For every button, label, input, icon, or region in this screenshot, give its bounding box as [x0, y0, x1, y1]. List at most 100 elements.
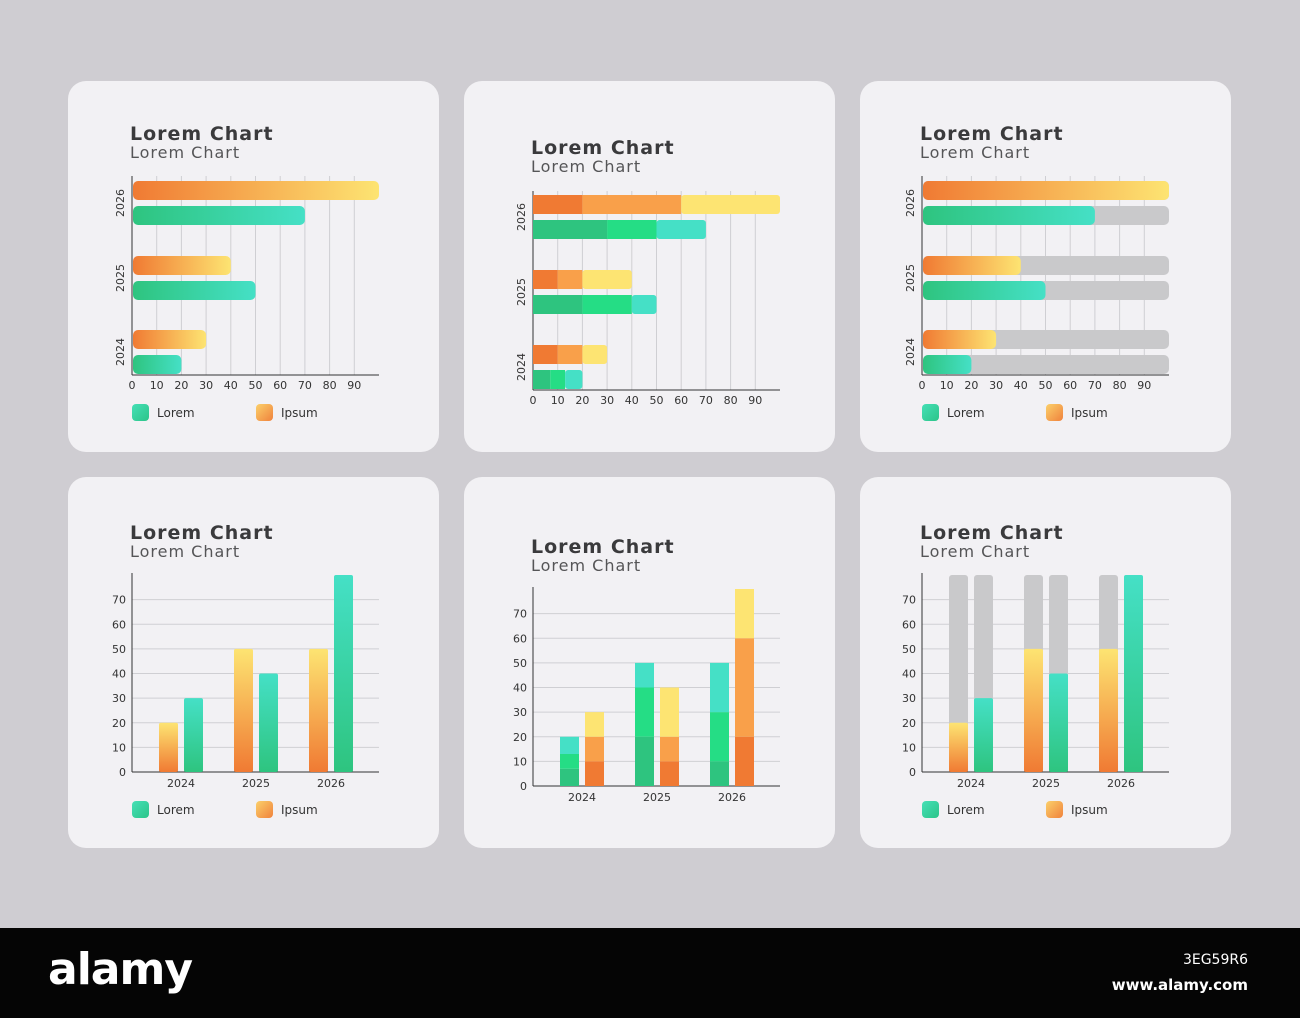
- y-tick-label: 10: [112, 741, 126, 754]
- x-tick-label: 20: [174, 379, 188, 392]
- legend-label-lorem: Lorem: [947, 802, 985, 817]
- bar-segment-ipsum: [735, 638, 754, 737]
- bar-segment-ipsum: [660, 761, 679, 786]
- bar-segment-lorem: [533, 220, 608, 239]
- bar-lorem: [184, 698, 203, 772]
- x-tick-label: 20: [964, 379, 978, 392]
- legend-label-ipsum: Ipsum: [281, 802, 318, 817]
- chart-title: Lorem Chart: [531, 536, 675, 558]
- bar-lorem: [1124, 575, 1143, 772]
- y-tick-label: 0: [520, 780, 527, 793]
- y-category-label: 2024: [904, 338, 917, 366]
- legend-swatch-lorem: [922, 404, 939, 421]
- x-category-label: 2024: [568, 791, 596, 804]
- legend-ipsum: Ipsum: [256, 801, 318, 818]
- x-tick-label: 30: [600, 394, 614, 407]
- bar-segment-ipsum: [660, 687, 679, 737]
- watermark-footer: alamy 3EG59R6 www.alamy.com: [0, 928, 1300, 1018]
- chart-title: Lorem Chart: [920, 522, 1064, 544]
- x-tick-label: 70: [1088, 379, 1102, 392]
- bar-segment-ipsum: [582, 345, 608, 364]
- legend-lorem: Lorem: [922, 404, 985, 421]
- bar-ipsum: [234, 648, 253, 772]
- x-tick-label: 90: [347, 379, 361, 392]
- legend-label-ipsum: Ipsum: [1071, 802, 1108, 817]
- legend-label-lorem: Lorem: [157, 405, 195, 420]
- chart-subtitle: Lorem Chart: [130, 542, 241, 561]
- bar-segment-lorem: [560, 736, 579, 754]
- chart-card-1: Lorem Chart Lorem Chart 0 10 20 30 40 50 60 70 8…: [68, 81, 439, 452]
- bar-segment-lorem: [710, 662, 729, 713]
- chart-subtitle: Lorem Chart: [130, 143, 241, 162]
- chart-subtitle: Lorem Chart: [920, 542, 1031, 561]
- x-category-label: 2026: [317, 777, 345, 790]
- x-tick-label: 40: [224, 379, 238, 392]
- y-tick-label: 0: [119, 766, 126, 779]
- bar-segment-ipsum: [582, 270, 632, 289]
- bar-lorem: [133, 355, 182, 374]
- y-tick-label: 20: [902, 717, 916, 730]
- stacked-horizontal-bar-chart: 0 10 20 30 40 50 60 70 80 90 2024 2025 2026: [515, 191, 780, 407]
- x-tick-label: 0: [129, 379, 136, 392]
- bar-ipsum: [923, 330, 997, 349]
- bar-segment-ipsum: [681, 195, 780, 214]
- chart-subtitle: Lorem Chart: [531, 556, 642, 575]
- bar-segment-ipsum: [735, 589, 754, 639]
- y-category-label: 2025: [515, 278, 528, 306]
- chart-title: Lorem Chart: [920, 123, 1064, 145]
- y-tick-label: 70: [513, 608, 527, 621]
- x-tick-label: 10: [940, 379, 954, 392]
- legend-lorem: Lorem: [132, 801, 195, 818]
- y-tick-label: 10: [513, 755, 527, 768]
- bar-segment-lorem: [607, 220, 657, 239]
- legend-ipsum: Ipsum: [1046, 404, 1108, 421]
- x-tick-label: 40: [1014, 379, 1028, 392]
- bar-ipsum: [1024, 648, 1043, 772]
- x-tick-label: 20: [575, 394, 589, 407]
- bar-lorem: [923, 206, 1095, 225]
- vertical-bar-chart: 0 10 20 30 40 50 60 70 2024 2025 2026: [112, 573, 379, 790]
- x-tick-label: 50: [650, 394, 664, 407]
- y-tick-label: 10: [902, 741, 916, 754]
- y-category-label: 2024: [114, 338, 127, 366]
- bar-ipsum: [133, 256, 231, 275]
- y-tick-label: 50: [902, 643, 916, 656]
- bar-segment-lorem: [635, 736, 654, 786]
- bar-ipsum: [159, 722, 178, 772]
- bar-lorem: [974, 698, 993, 772]
- legend-swatch-lorem: [132, 404, 149, 421]
- legend-label-lorem: Lorem: [947, 405, 985, 420]
- x-tick-label: 10: [150, 379, 164, 392]
- x-category-label: 2024: [957, 777, 985, 790]
- bar-ipsum: [923, 181, 1169, 200]
- legend-ipsum: Ipsum: [1046, 801, 1108, 818]
- x-tick-label: 60: [1063, 379, 1077, 392]
- chart-title: Lorem Chart: [130, 522, 274, 544]
- x-tick-label: 50: [1039, 379, 1053, 392]
- legend-lorem: Lorem: [132, 404, 195, 421]
- y-tick-label: 30: [513, 706, 527, 719]
- y-tick-label: 60: [513, 632, 527, 645]
- x-tick-label: 40: [625, 394, 639, 407]
- y-tick-label: 60: [112, 618, 126, 631]
- bar-segment-lorem: [635, 662, 654, 688]
- x-category-label: 2026: [718, 791, 746, 804]
- legend-swatch-ipsum: [1046, 801, 1063, 818]
- x-category-label: 2024: [167, 777, 195, 790]
- bar-lorem: [923, 281, 1046, 300]
- bar-segment-ipsum: [660, 736, 679, 762]
- y-tick-label: 30: [112, 692, 126, 705]
- bar-segment-ipsum: [582, 195, 682, 214]
- chart-card-5: Lorem Chart Lorem Chart 0 10 20 30 40 50 60 70 2…: [464, 477, 835, 848]
- y-category-label: 2026: [515, 203, 528, 231]
- y-tick-label: 70: [902, 594, 916, 607]
- progress-vertical-bar-chart: 0 10 20 30 40 50 60 70 2024 2025 2026: [902, 573, 1169, 790]
- bar-segment-lorem: [656, 220, 706, 239]
- brand-logo: alamy: [48, 944, 193, 995]
- bar-ipsum: [923, 256, 1021, 275]
- legend-label-ipsum: Ipsum: [281, 405, 318, 420]
- chart-subtitle: Lorem Chart: [531, 157, 642, 176]
- x-category-label: 2025: [242, 777, 270, 790]
- bar-segment-lorem: [631, 295, 657, 314]
- bar-lorem: [334, 575, 353, 772]
